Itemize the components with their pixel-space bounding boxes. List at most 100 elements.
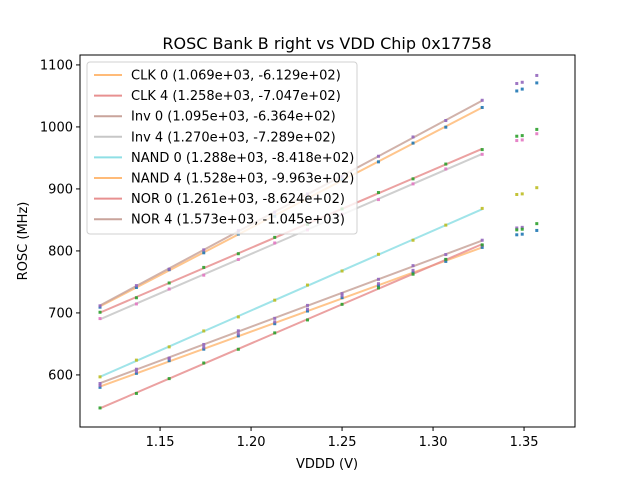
- outlier-point: [535, 228, 539, 232]
- data-point: [376, 154, 380, 158]
- fit-line-inv-0: [99, 239, 483, 385]
- data-point: [202, 265, 206, 269]
- outlier-point: [535, 73, 539, 77]
- data-point: [236, 329, 240, 333]
- outlier-point: [520, 225, 524, 229]
- outlier-point: [515, 89, 519, 93]
- data-point: [273, 331, 277, 335]
- data-point: [236, 347, 240, 351]
- data-point: [444, 162, 448, 166]
- data-point: [98, 317, 102, 321]
- data-point: [167, 345, 171, 349]
- data-point: [273, 322, 277, 326]
- data-point: [411, 135, 415, 139]
- fit-line-nand-0: [99, 208, 483, 378]
- data-point: [444, 167, 448, 171]
- legend-entry-label: Inv 4 (1.270e+03, -7.289e+02): [131, 130, 336, 145]
- data-point: [444, 253, 448, 257]
- data-point: [444, 119, 448, 123]
- data-point: [376, 284, 380, 288]
- fit-line-nor-0: [99, 243, 483, 410]
- data-point: [273, 320, 277, 324]
- data-point: [444, 223, 448, 227]
- data-point: [202, 251, 206, 255]
- outlier-point: [520, 87, 524, 91]
- legend-entry-label: Inv 0 (1.095e+03, -6.364e+02): [131, 110, 336, 125]
- data-point: [411, 270, 415, 274]
- data-point: [98, 385, 102, 389]
- outlier-point: [515, 226, 519, 230]
- data-point: [236, 315, 240, 319]
- data-point: [305, 307, 309, 311]
- legend-box: [86, 61, 358, 235]
- data-point: [411, 182, 415, 186]
- y-axis: 600 700 800 900 1000 1100: [40, 58, 80, 383]
- chart-title: ROSC Bank B right vs VDD Chip 0x17758: [162, 34, 491, 53]
- outlier-point: [515, 233, 519, 237]
- outlier-point: [535, 132, 539, 136]
- data-point: [98, 310, 102, 314]
- data-point: [411, 177, 415, 181]
- data-point: [411, 238, 415, 242]
- data-point: [167, 356, 171, 360]
- legend-entry-label: NOR 0 (1.261e+03, -8.624e+02): [131, 192, 345, 207]
- data-point: [480, 105, 484, 109]
- outlier-point: [535, 222, 539, 226]
- outlier-point: [515, 139, 519, 143]
- data-point: [340, 294, 344, 298]
- legend: CLK 0 (1.069e+03, -6.129e+02) CLK 4 (1.25…: [86, 61, 358, 235]
- data-point: [340, 302, 344, 306]
- outlier-point: [520, 227, 524, 231]
- x-tick-label: 1.30: [419, 435, 448, 450]
- data-point: [167, 281, 171, 285]
- data-point: [376, 282, 380, 286]
- data-point: [98, 304, 102, 308]
- data-point: [134, 302, 138, 306]
- data-point: [134, 391, 138, 395]
- data-points: [98, 73, 539, 410]
- y-tick-label: 600: [48, 368, 73, 383]
- data-point: [411, 264, 415, 268]
- data-point: [340, 292, 344, 296]
- data-point: [305, 318, 309, 322]
- outlier-point: [515, 228, 519, 232]
- data-point: [340, 296, 344, 300]
- data-point: [202, 273, 206, 277]
- data-point: [480, 206, 484, 210]
- data-point: [236, 257, 240, 261]
- data-point: [376, 277, 380, 281]
- outlier-point: [515, 82, 519, 86]
- legend-entry-label: NOR 4 (1.573e+03, -1.045e+03): [131, 213, 345, 228]
- data-point: [134, 285, 138, 289]
- data-point: [167, 359, 171, 363]
- data-point: [98, 406, 102, 410]
- data-point: [480, 243, 484, 247]
- legend-entry-label: CLK 4 (1.258e+03, -7.047e+02): [131, 89, 341, 104]
- data-point: [134, 371, 138, 375]
- data-point: [444, 257, 448, 261]
- data-point: [376, 286, 380, 290]
- data-point: [167, 267, 171, 271]
- outlier-point: [535, 81, 539, 85]
- data-point: [305, 309, 309, 313]
- legend-entry-label: NAND 4 (1.528e+03, -9.963e+02): [131, 172, 354, 187]
- x-tick-label: 1.25: [328, 435, 357, 450]
- x-tick-label: 1.20: [237, 435, 266, 450]
- data-point: [98, 375, 102, 379]
- data-point: [134, 284, 138, 288]
- x-axis: 1.15 1.20 1.25 1.30 1.35: [146, 427, 539, 450]
- y-tick-label: 900: [48, 182, 73, 197]
- x-tick-label: 1.35: [510, 435, 539, 450]
- data-point: [98, 382, 102, 386]
- data-point: [202, 361, 206, 365]
- data-point: [480, 148, 484, 152]
- data-point: [236, 252, 240, 256]
- data-point: [376, 252, 380, 256]
- data-point: [480, 245, 484, 249]
- data-point: [202, 329, 206, 333]
- axes-frame: [79, 54, 576, 428]
- outlier-point: [535, 127, 539, 131]
- y-tick-label: 700: [48, 306, 73, 321]
- outlier-point: [515, 134, 519, 138]
